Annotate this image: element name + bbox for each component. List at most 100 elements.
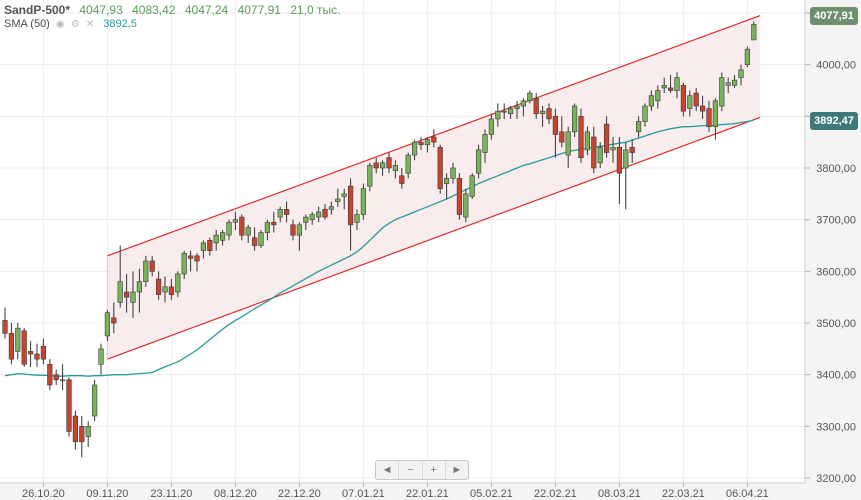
candle — [341, 188, 347, 210]
candle — [130, 271, 136, 318]
candle — [559, 116, 565, 148]
candle-body — [226, 221, 232, 236]
last-price-tag: 4077,91 — [810, 7, 858, 25]
candle — [47, 359, 53, 391]
candle — [226, 219, 232, 241]
candle-body — [501, 110, 507, 113]
candle-body — [751, 24, 757, 41]
candle-body — [354, 214, 360, 223]
zoom-in-button[interactable]: + — [423, 461, 446, 479]
candle — [85, 421, 91, 447]
candle — [744, 46, 750, 68]
candle-body — [533, 97, 539, 115]
candle-body — [2, 320, 8, 334]
candle-body — [328, 206, 335, 210]
candle-body — [437, 147, 443, 189]
candle-body — [680, 85, 686, 112]
candle — [258, 230, 264, 249]
close-icon[interactable]: ✕ — [85, 19, 95, 30]
candle — [597, 142, 603, 168]
candle-body — [194, 255, 200, 262]
candle-body — [450, 167, 456, 179]
candle-body — [85, 426, 91, 437]
candle — [418, 137, 424, 150]
candle — [738, 64, 744, 86]
candle-body — [411, 141, 418, 156]
candle — [252, 227, 258, 251]
scroll-right-button[interactable]: ► — [451, 464, 463, 476]
high-value: 4083,42 — [132, 3, 176, 17]
candle-body — [59, 379, 66, 382]
eye-icon[interactable]: ◉ — [55, 19, 65, 30]
candle — [655, 85, 661, 109]
candle — [661, 77, 667, 94]
y-tick-label: 3400,00 — [816, 370, 856, 382]
y-tick-label: 3500,00 — [816, 318, 856, 330]
candle-body — [136, 281, 143, 293]
candle — [648, 90, 654, 112]
candle — [98, 343, 104, 375]
candle — [495, 103, 501, 127]
open-value: 4047,93 — [79, 3, 123, 17]
price-axis-background — [805, 0, 861, 483]
candle — [156, 271, 162, 300]
x-tick-label: 26.10.20 — [22, 488, 65, 500]
candle-body — [546, 108, 552, 120]
candle — [136, 268, 143, 313]
candle-body — [92, 384, 98, 417]
candle-body — [213, 234, 219, 244]
candle — [488, 113, 495, 140]
candle — [303, 214, 309, 230]
candle — [539, 106, 546, 127]
scroll-left-button[interactable]: ◄ — [376, 461, 400, 479]
candle-body — [687, 95, 693, 109]
candles — [2, 21, 757, 458]
candle-body — [578, 116, 584, 158]
candle — [405, 152, 411, 179]
candle — [168, 279, 175, 300]
gear-icon[interactable]: ⚙ — [70, 19, 80, 30]
candle — [610, 137, 616, 163]
candle — [431, 129, 437, 148]
candle-body — [8, 333, 15, 360]
candle-body — [360, 188, 367, 215]
sma-line — [4, 119, 754, 377]
candle-body — [738, 69, 744, 78]
candle — [188, 250, 194, 272]
y-tick-label: 3600,00 — [816, 266, 856, 278]
candle-body — [239, 216, 245, 236]
candle-body — [27, 351, 34, 355]
candle — [424, 137, 431, 153]
candle-body — [335, 198, 341, 202]
candle — [591, 126, 597, 174]
candle-body — [431, 136, 437, 143]
candle-body — [245, 227, 251, 236]
candle — [315, 206, 322, 223]
candle-body — [712, 100, 718, 127]
candle-body — [181, 252, 187, 275]
candle-body — [322, 209, 328, 218]
candle-body — [72, 415, 78, 443]
candle-body — [424, 139, 431, 146]
symbol-label[interactable]: SandP-500* — [4, 3, 71, 17]
candle-body — [21, 330, 27, 365]
candle-body — [392, 165, 399, 171]
candle-body — [482, 134, 488, 153]
candle-body — [744, 48, 750, 65]
candle — [482, 129, 488, 163]
candle — [2, 307, 8, 339]
candle-body — [456, 178, 463, 215]
candle-body — [111, 317, 117, 324]
candle — [59, 364, 66, 391]
chart-navigation: ◄ − + ► — [375, 460, 469, 480]
candle — [232, 211, 239, 230]
candle — [533, 93, 539, 119]
candle — [527, 90, 533, 104]
candle — [290, 219, 296, 241]
candle-body — [706, 108, 712, 127]
candle-body — [623, 149, 629, 169]
candle-body — [303, 216, 309, 223]
zoom-out-button[interactable]: − — [399, 461, 423, 479]
candle-body — [252, 237, 258, 246]
